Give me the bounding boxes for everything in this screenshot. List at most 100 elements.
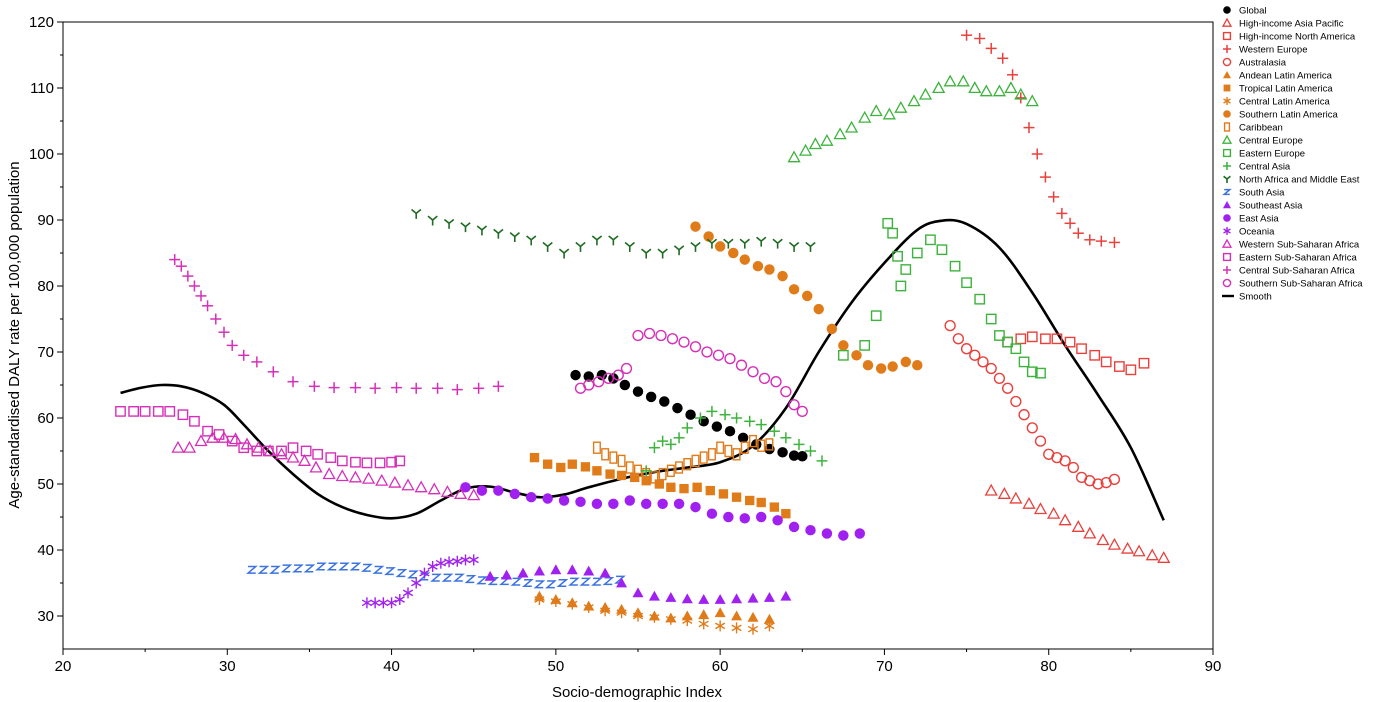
series-western-europe	[961, 29, 1120, 248]
data-point	[961, 29, 973, 41]
data-point	[375, 473, 389, 486]
data-point	[900, 264, 912, 275]
data-point	[1064, 217, 1076, 229]
data-point	[251, 356, 263, 368]
data-point	[997, 52, 1009, 64]
data-point	[666, 482, 676, 492]
data-point	[716, 441, 725, 454]
legend-marker	[1221, 17, 1233, 27]
data-point	[650, 471, 659, 484]
data-point	[592, 466, 602, 476]
data-point	[665, 592, 677, 602]
data-point	[900, 356, 912, 368]
data-point	[701, 346, 713, 358]
data-point	[911, 247, 923, 259]
data-point	[128, 406, 140, 417]
data-point	[732, 448, 741, 461]
data-point	[1007, 69, 1019, 81]
data-point	[630, 472, 640, 483]
data-point	[451, 384, 463, 396]
data-point	[300, 445, 312, 457]
data-point	[984, 483, 998, 496]
data-point	[1125, 364, 1137, 376]
series-southern-latin-america	[690, 221, 923, 374]
data-point	[706, 508, 718, 519]
data-point	[350, 456, 361, 468]
legend-marker	[1221, 134, 1233, 144]
data-point	[719, 409, 731, 421]
data-point	[658, 467, 667, 481]
data-point	[666, 333, 679, 345]
data-point	[640, 465, 652, 477]
data-point	[657, 248, 668, 259]
data-point	[550, 564, 562, 575]
y-tick-label: 50	[37, 476, 54, 493]
data-point	[788, 284, 800, 295]
data-point	[764, 264, 775, 275]
data-point	[673, 432, 685, 444]
data-point	[612, 369, 624, 381]
data-point	[620, 362, 633, 375]
data-point	[781, 509, 791, 519]
data-point	[501, 569, 513, 580]
series-central-latin-america	[534, 594, 775, 635]
data-point	[361, 563, 373, 572]
y-axis-title: Age-standardised DALY rate per 100,000 p…	[6, 161, 23, 508]
data-point	[152, 406, 164, 417]
data-point	[801, 290, 813, 302]
data-point	[992, 84, 1007, 97]
data-point	[609, 451, 618, 464]
y-tick-label: 100	[29, 146, 54, 163]
data-point	[441, 573, 454, 582]
data-point	[797, 451, 808, 462]
data-point	[1015, 92, 1027, 104]
data-point	[370, 597, 381, 609]
data-point	[641, 248, 652, 259]
data-point	[764, 620, 775, 632]
data-point	[707, 448, 716, 461]
data-point	[591, 235, 603, 246]
data-point	[833, 127, 847, 140]
data-point	[997, 487, 1011, 499]
legend-item: High-income North America	[1222, 32, 1356, 43]
data-point	[1018, 409, 1030, 421]
data-point	[718, 489, 729, 499]
data-point	[601, 448, 610, 461]
legend-label: Western Sub-Saharan Africa	[1239, 240, 1360, 251]
y-tick-label: 40	[37, 542, 54, 559]
data-points	[115, 29, 1171, 635]
data-point	[770, 376, 782, 388]
data-point	[659, 396, 670, 407]
data-point	[509, 488, 521, 500]
data-point	[714, 594, 726, 604]
data-point	[777, 270, 788, 282]
data-point	[526, 235, 537, 246]
data-point	[862, 359, 874, 371]
legend-label: Caribbean	[1239, 123, 1283, 134]
data-point	[979, 84, 993, 97]
data-point	[755, 511, 767, 523]
data-point	[280, 564, 293, 573]
x-tick-label: 60	[712, 658, 729, 675]
data-point	[805, 241, 816, 252]
data-point	[1089, 349, 1101, 361]
data-point	[1010, 395, 1022, 408]
data-point	[115, 406, 126, 417]
data-point	[691, 454, 700, 468]
data-point	[763, 613, 775, 624]
legend-label: Tropical Latin America	[1239, 84, 1333, 95]
data-point	[731, 610, 743, 621]
data-point	[985, 313, 997, 325]
data-point	[752, 260, 764, 272]
legend-label: North Africa and Middle East	[1239, 175, 1360, 186]
series-high-income-asia-pacific	[984, 483, 1171, 563]
legend-label: South Asia	[1239, 188, 1285, 199]
data-point	[394, 455, 406, 467]
data-point	[189, 415, 200, 427]
data-point	[756, 236, 767, 247]
data-point	[665, 438, 677, 450]
data-point	[591, 577, 603, 586]
data-point	[657, 435, 669, 447]
data-point	[673, 498, 685, 510]
data-point	[542, 459, 553, 469]
